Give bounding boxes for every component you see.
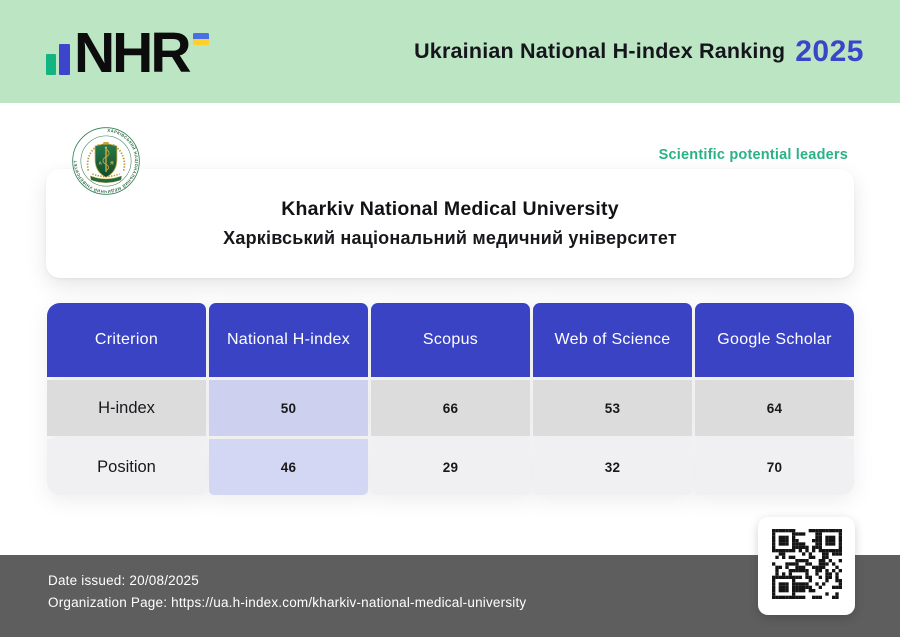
ranking-table: Criterion National H-index Scopus Web of… xyxy=(47,303,854,495)
header-cell-national-h-index: National H-index xyxy=(209,303,368,377)
knmu-emblem-icon: ХАРКІВСЬКИЙ НАЦІОНАЛЬНИЙ МЕДИЧНИЙ УНІВЕР… xyxy=(72,127,140,195)
footer-band: Date issued: 20/08/2025 Organization Pag… xyxy=(0,555,900,637)
cell-h-index-web-of-science: 53 xyxy=(533,380,692,436)
ranking-title: Ukrainian National H-index Ranking 2025 xyxy=(414,0,864,103)
ranking-title-text: Ukrainian National H-index Ranking xyxy=(414,39,786,63)
cell-position-scopus: 29 xyxy=(371,439,530,495)
header-cell-scopus: Scopus xyxy=(371,303,530,377)
nhr-logo-text: NHR xyxy=(74,21,191,85)
cell-h-index-google-scholar: 64 xyxy=(695,380,854,436)
row-label-h-index: H-index xyxy=(47,380,206,436)
logo-bar-green-icon xyxy=(46,54,56,75)
flag-blue-stripe xyxy=(193,33,209,39)
flag-yellow-stripe xyxy=(193,39,209,45)
header-cell-criterion: Criterion xyxy=(47,303,206,377)
university-card: Kharkiv National Medical University Харк… xyxy=(46,169,854,278)
date-issued-label: Date issued: xyxy=(48,573,126,588)
ukraine-flag-icon xyxy=(193,33,209,45)
logo-bar-blue-icon xyxy=(59,44,70,75)
organization-page-url: https://ua.h-index.com/kharkiv-national-… xyxy=(171,595,527,610)
date-issued-value: 20/08/2025 xyxy=(129,573,199,588)
date-issued-line: Date issued: 20/08/2025 xyxy=(48,570,900,592)
qr-pattern xyxy=(771,528,842,604)
university-name-en: Kharkiv National Medical University xyxy=(281,198,619,220)
cell-h-index-national: 50 xyxy=(209,380,368,436)
cell-h-index-scopus: 66 xyxy=(371,380,530,436)
row-label-position: Position xyxy=(47,439,206,495)
organization-page-label: Organization Page: xyxy=(48,595,168,610)
cell-position-google-scholar: 70 xyxy=(695,439,854,495)
header-band: NHR Ukrainian National H-index Ranking 2… xyxy=(0,0,900,103)
university-name-uk: Харківський національний медичний універ… xyxy=(223,228,677,248)
cell-position-web-of-science: 32 xyxy=(533,439,692,495)
qr-code-icon xyxy=(758,517,855,615)
ranking-year: 2025 xyxy=(795,34,864,68)
header-cell-web-of-science: Web of Science xyxy=(533,303,692,377)
emblem-monogram-left: А xyxy=(99,160,103,166)
leaders-badge: Scientific potential leaders xyxy=(658,147,848,163)
cell-position-national: 46 xyxy=(209,439,368,495)
nhr-logo: NHR xyxy=(46,21,209,85)
emblem-monogram-right: Я xyxy=(110,160,114,166)
organization-page-line: Organization Page: https://ua.h-index.co… xyxy=(48,592,900,614)
header-cell-google-scholar: Google Scholar xyxy=(695,303,854,377)
